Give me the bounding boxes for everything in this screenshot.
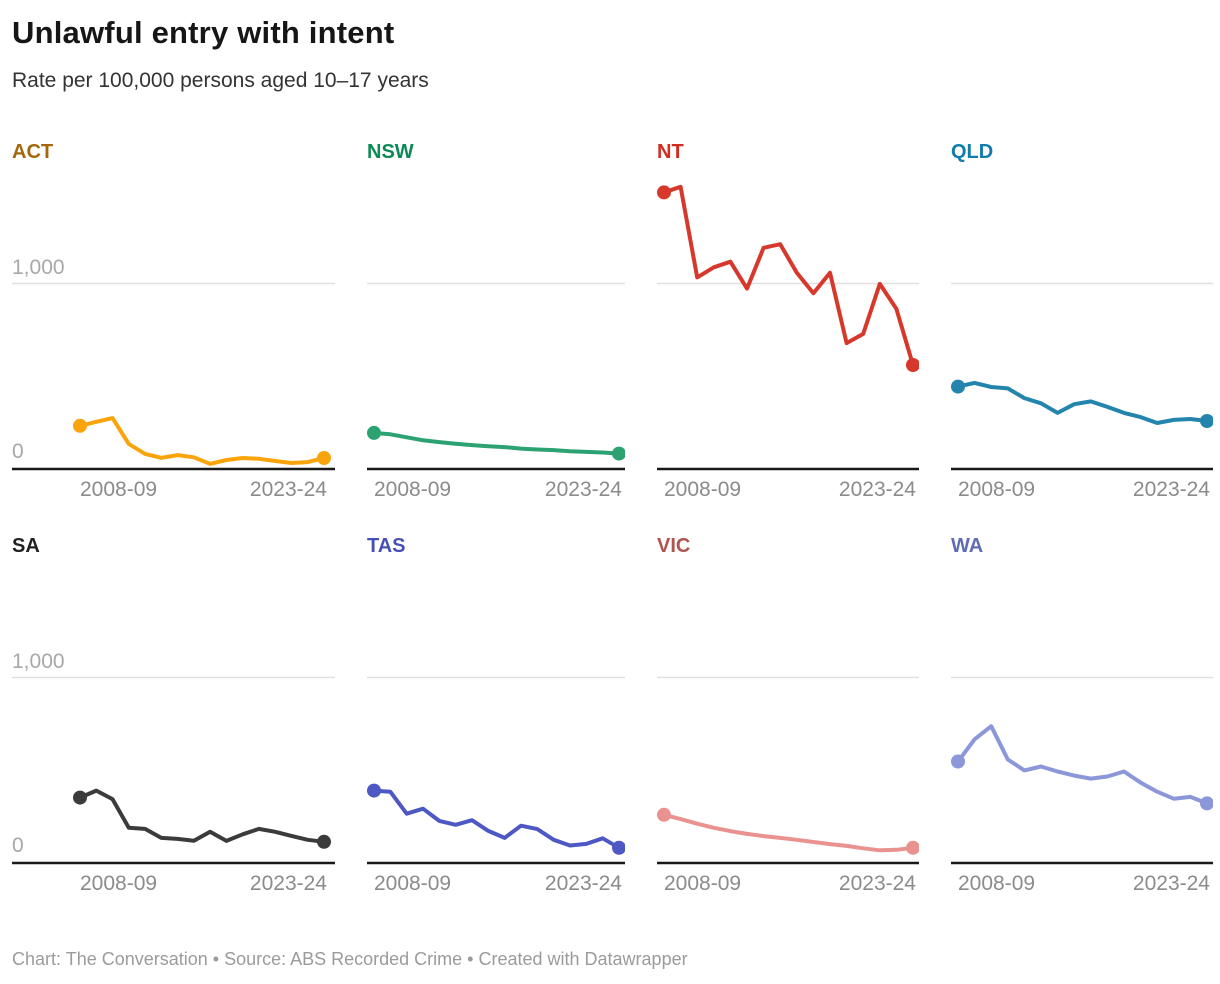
y-tick-label-1000: 1,000	[12, 649, 65, 673]
panel-qld: QLD 2008-09 2023-24	[951, 141, 1213, 505]
x-axis-labels-tas: 2008-09 2023-24	[367, 871, 625, 899]
panel-title-act: ACT	[12, 141, 54, 164]
chart-footer-byline: Chart: The Conversation • Source: ABS Re…	[12, 949, 688, 969]
dot-start-sa	[73, 791, 87, 806]
x-tick-label-last: 2023-24	[249, 872, 327, 896]
plot-sa	[12, 677, 335, 865]
panel-title-nt: NT	[657, 141, 684, 164]
x-tick-label-last: 2023-24	[1132, 872, 1210, 896]
dot-start-wa	[951, 754, 965, 769]
line-wa	[956, 724, 1209, 806]
x-tick-label-first: 2008-09	[374, 478, 452, 502]
x-tick-label-first: 2008-09	[958, 478, 1036, 502]
x-axis-labels-nt: 2008-09 2023-24	[657, 477, 919, 505]
plot-qld	[951, 283, 1213, 471]
line-vic	[662, 813, 915, 853]
x-tick-label-first: 2008-09	[664, 872, 742, 896]
line-act	[78, 416, 326, 467]
plot-act	[12, 283, 335, 471]
panels-grid: ACT 1,000 0 2008-09 2023-24 NSW 2008-09 2023-24…	[12, 141, 1213, 899]
plot-nsw	[367, 283, 625, 471]
panel-act: ACT 1,000 0 2008-09 2023-24	[12, 141, 335, 505]
panel-vic: VIC 2008-09 2023-24	[657, 535, 919, 899]
chart-subtitle: Rate per 100,000 persons aged 10–17 year…	[12, 69, 429, 93]
plot-tas	[367, 677, 625, 865]
x-tick-label-first: 2008-09	[664, 478, 742, 502]
x-tick-label-first: 2008-09	[374, 872, 452, 896]
line-qld	[956, 381, 1209, 426]
line-nsw	[372, 431, 621, 457]
plot-vic	[657, 677, 919, 865]
dot-end-qld	[1200, 414, 1213, 429]
panel-sa: SA 1,000 0 2008-09 2023-24	[12, 535, 335, 899]
y-tick-label-0: 0	[12, 834, 24, 858]
panel-nt: NT 2008-09 2023-24	[657, 141, 919, 505]
dot-end-nt	[906, 358, 919, 373]
x-tick-label-first: 2008-09	[80, 872, 158, 896]
panel-nsw: NSW 2008-09 2023-24	[367, 141, 625, 505]
x-tick-label-last: 2023-24	[544, 872, 622, 896]
dot-end-act	[317, 451, 331, 466]
x-tick-label-last: 2023-24	[838, 478, 916, 502]
x-tick-label-first: 2008-09	[80, 478, 158, 502]
dot-end-tas	[612, 841, 625, 856]
plot-nt	[657, 185, 919, 471]
dot-end-wa	[1200, 796, 1213, 811]
panel-tas: TAS 2008-09 2023-24	[367, 535, 625, 899]
x-axis-labels-nsw: 2008-09 2023-24	[367, 477, 625, 505]
panel-title-tas: TAS	[367, 535, 406, 558]
dot-end-sa	[317, 835, 331, 850]
x-tick-label-first: 2008-09	[958, 872, 1036, 896]
line-sa	[78, 789, 326, 845]
panel-title-nsw: NSW	[367, 141, 414, 164]
x-tick-label-last: 2023-24	[838, 872, 916, 896]
x-tick-label-last: 2023-24	[544, 478, 622, 502]
x-tick-label-last: 2023-24	[1132, 478, 1210, 502]
panel-title-wa: WA	[951, 535, 984, 558]
dot-start-qld	[951, 380, 965, 395]
x-axis-labels-vic: 2008-09 2023-24	[657, 871, 919, 899]
line-nt	[662, 185, 915, 368]
x-axis-labels-sa: 2008-09 2023-24	[12, 871, 335, 899]
y-tick-label-0: 0	[12, 440, 24, 464]
panel-title-qld: QLD	[951, 141, 994, 164]
x-axis-labels-qld: 2008-09 2023-24	[951, 477, 1213, 505]
y-tick-label-1000: 1,000	[12, 255, 65, 279]
dot-start-tas	[367, 784, 381, 799]
panel-wa: WA 2008-09 2023-24	[951, 535, 1213, 899]
x-axis-labels-act: 2008-09 2023-24	[12, 477, 335, 505]
panel-title-sa: SA	[12, 535, 40, 558]
dot-start-nsw	[367, 426, 381, 441]
line-tas	[372, 789, 621, 851]
chart-title: Unlawful entry with intent	[12, 15, 395, 50]
panel-title-vic: VIC	[657, 535, 691, 558]
x-tick-label-last: 2023-24	[249, 478, 327, 502]
plot-wa	[951, 677, 1213, 865]
dot-end-vic	[906, 841, 919, 856]
x-axis-labels-wa: 2008-09 2023-24	[951, 871, 1213, 899]
dot-start-nt	[657, 185, 671, 200]
dot-end-nsw	[612, 447, 625, 462]
dot-start-vic	[657, 808, 671, 823]
dot-start-act	[73, 419, 87, 434]
